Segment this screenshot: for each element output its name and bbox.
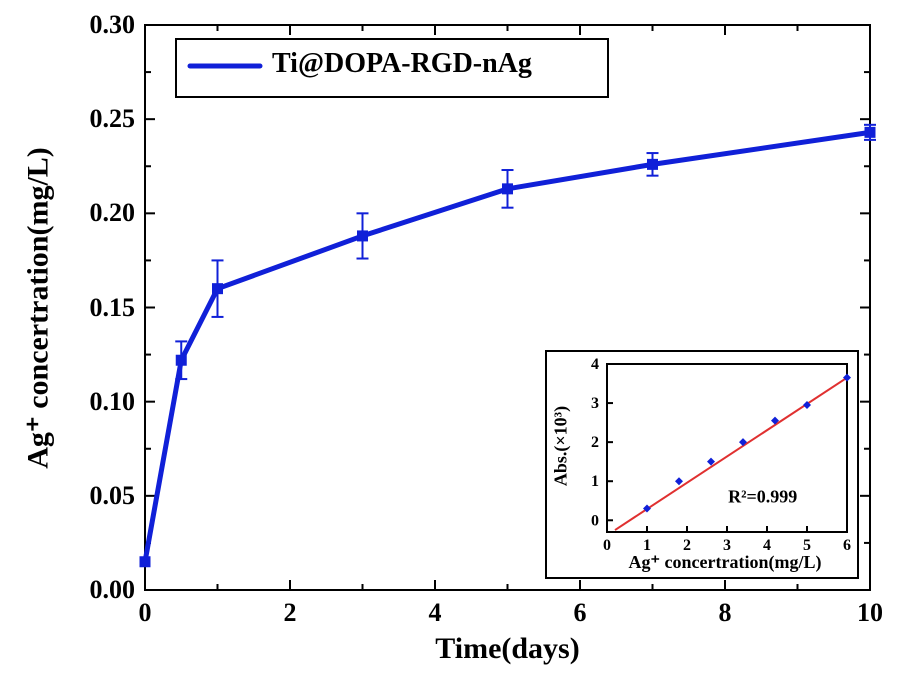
svg-text:4: 4: [591, 356, 599, 373]
x-tick-label: 8: [719, 598, 732, 628]
y-tick-label: 0.30: [90, 10, 136, 40]
chart-root: Ag⁺ concertration(mg/L) Time(days) Ti@DO…: [0, 0, 922, 681]
y-tick-label: 0.15: [90, 293, 136, 323]
x-tick-label: 10: [857, 598, 883, 628]
x-tick-label: 2: [284, 598, 297, 628]
inset-plot-box: 012345601234: [545, 350, 859, 579]
inset-r-squared-label: R²=0.999: [728, 486, 797, 507]
y-tick-label: 0.10: [90, 387, 136, 417]
svg-text:0: 0: [591, 512, 599, 529]
svg-text:6: 6: [843, 537, 851, 554]
svg-text:1: 1: [591, 473, 599, 490]
y-tick-label: 0.00: [90, 575, 136, 605]
svg-text:3: 3: [591, 395, 599, 412]
y-tick-label: 0.25: [90, 104, 136, 134]
inset-x-axis-title: Ag⁺ concertration(mg/L): [629, 552, 822, 573]
x-tick-label: 6: [574, 598, 587, 628]
y-tick-label: 0.05: [90, 481, 136, 511]
inset-plot: 012345601234: [547, 352, 857, 577]
inset-y-axis-title: Abs.(×10³): [551, 406, 572, 486]
y-tick-label: 0.20: [90, 198, 136, 228]
svg-text:2: 2: [591, 434, 599, 451]
x-tick-label: 0: [139, 598, 152, 628]
x-tick-label: 4: [429, 598, 442, 628]
svg-text:0: 0: [603, 537, 611, 554]
